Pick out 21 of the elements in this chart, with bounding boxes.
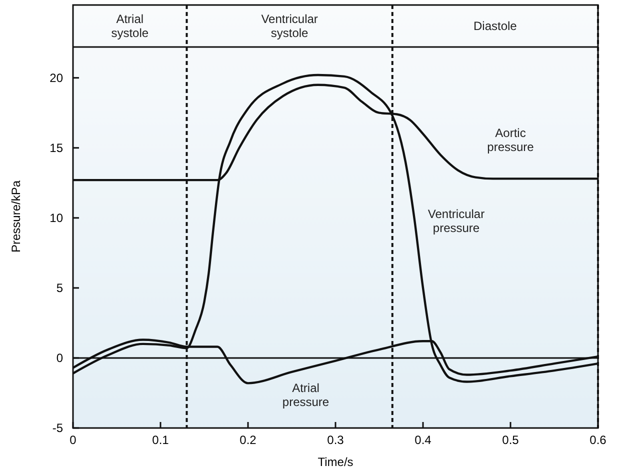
y-tick-label: 15 bbox=[50, 140, 64, 155]
x-axis-title: Time/s bbox=[318, 455, 354, 469]
x-tick-label: 0.5 bbox=[502, 433, 520, 447]
x-tick-label: 0.2 bbox=[240, 433, 257, 447]
band-label: Diastole bbox=[474, 19, 518, 34]
x-tick-label: 0.1 bbox=[152, 433, 170, 447]
y-tick-label: 5 bbox=[56, 280, 64, 295]
series-label: Atrial pressure bbox=[282, 380, 330, 409]
x-tick-label: 0 bbox=[70, 433, 77, 447]
band-label: Ventricular systole bbox=[261, 12, 318, 40]
text: Aortic pressure bbox=[487, 126, 534, 154]
y-tick-label: 10 bbox=[50, 210, 64, 225]
x-tick-label: 0.6 bbox=[590, 433, 607, 447]
band-label: Atrial systole bbox=[111, 12, 149, 40]
y-tick-label: -5 bbox=[52, 421, 64, 435]
y-tick-label: 0 bbox=[56, 350, 64, 365]
y-axis-title: Pressure/kPa bbox=[9, 180, 23, 253]
x-tick-label: 0.3 bbox=[327, 433, 344, 447]
x-tick-label: 0.4 bbox=[414, 433, 432, 447]
series-label: Ventricular pressure bbox=[428, 206, 485, 235]
y-tick-label: 20 bbox=[50, 70, 64, 85]
